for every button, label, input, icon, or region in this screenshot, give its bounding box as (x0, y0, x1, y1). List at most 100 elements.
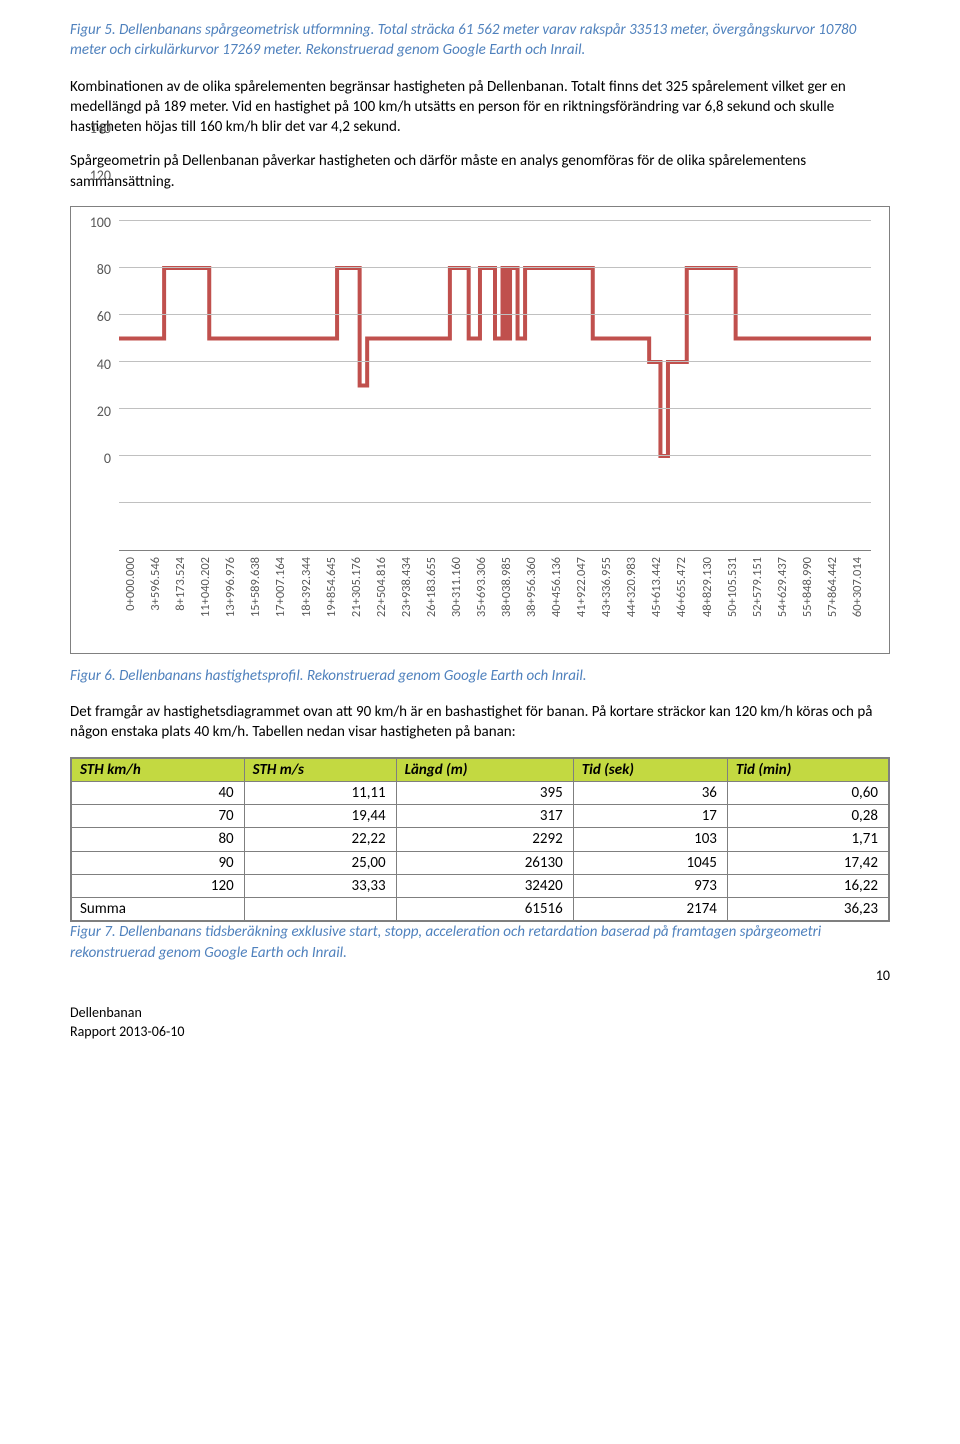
table-cell: 32420 (396, 874, 573, 897)
table-cell: 25,00 (244, 851, 396, 874)
table-cell: 70 (72, 805, 245, 828)
table-cell: 1045 (573, 851, 727, 874)
figure7-caption: Figur 7. Dellenbanans tidsberäkning exkl… (70, 922, 890, 963)
x-tick-label: 52+579.151 (750, 557, 767, 617)
x-tick-label: 19+854.645 (324, 557, 341, 617)
x-tick-label: 15+589.638 (248, 557, 265, 617)
figure6-caption: Figur 6. Dellenbanans hastighetsprofil. … (70, 666, 890, 686)
y-tick-label: 80 (97, 261, 111, 280)
x-tick-label: 50+105.531 (725, 557, 742, 617)
table-column-header: Längd (m) (396, 758, 573, 781)
y-tick-label: 0 (104, 450, 111, 469)
table-row: 8022,2222921031,71 (72, 828, 889, 851)
grid-line (119, 361, 871, 362)
y-tick-label: 120 (90, 167, 111, 186)
table-cell: 2174 (573, 898, 727, 921)
chart-x-axis: 0+000.000 3+596.546 8+173.524 11+040.202 13+… (119, 551, 871, 641)
grid-line (119, 267, 871, 268)
table-cell: 26130 (396, 851, 573, 874)
table-row: Summa61516217436,23 (72, 898, 889, 921)
y-tick-label: 60 (97, 308, 111, 327)
x-tick-label: 30+311.160 (449, 557, 466, 617)
table-cell: 19,44 (244, 805, 396, 828)
x-tick-label: 0+000.000 (123, 557, 140, 611)
table-cell: 22,22 (244, 828, 396, 851)
y-tick-label: 140 (90, 120, 111, 139)
table-cell: 317 (396, 805, 573, 828)
x-tick-label: 44+320.983 (624, 557, 641, 617)
x-tick-label: 48+829.130 (700, 557, 717, 617)
table-cell: 2292 (396, 828, 573, 851)
body-paragraph-3: Det framgår av hastighetsdiagrammet ovan… (70, 702, 890, 743)
chart-y-axis: 140120100806040200 (85, 221, 119, 551)
x-tick-label: 22+504.816 (374, 557, 391, 617)
x-tick-label: 46+655.472 (674, 557, 691, 617)
x-tick-label: 40+456.136 (549, 557, 566, 617)
table-cell: 17 (573, 805, 727, 828)
x-tick-label: 38+956.360 (524, 557, 541, 617)
table-header-row: STH km/hSTH m/sLängd (m)Tid (sek)Tid (mi… (72, 758, 889, 781)
x-tick-label: 13+996.976 (223, 557, 240, 617)
table-cell: 40 (72, 781, 245, 804)
body-paragraph-1: Kombinationen av de olika spårelementen … (70, 77, 890, 138)
table-cell (244, 898, 396, 921)
table-column-header: STH m/s (244, 758, 396, 781)
table-cell: 395 (396, 781, 573, 804)
speed-profile-chart: 140120100806040200 0+000.0003+596.5468+1… (70, 206, 890, 654)
footer-date: Rapport 2013-06-10 (70, 1023, 890, 1042)
body-paragraph-2: Spårgeometrin på Dellenbanan påverkar ha… (70, 151, 890, 192)
x-tick-label: 54+629.437 (775, 557, 792, 617)
table-row: 7019,44317170,28 (72, 805, 889, 828)
table-cell: 103 (573, 828, 727, 851)
x-tick-label: 60+307.014 (850, 557, 867, 617)
chart-plot-area (119, 221, 871, 551)
grid-line (119, 455, 871, 456)
grid-line (119, 408, 871, 409)
table-cell: 11,11 (244, 781, 396, 804)
x-tick-label: 8+173.524 (173, 557, 190, 611)
table-cell: 36 (573, 781, 727, 804)
x-tick-label: 11+040.202 (198, 557, 215, 617)
table-cell: 90 (72, 851, 245, 874)
x-tick-label: 38+038.985 (499, 557, 516, 617)
grid-line (119, 502, 871, 503)
x-tick-label: 23+938.434 (399, 557, 416, 617)
x-tick-label: 35+693.306 (474, 557, 491, 617)
x-tick-label: 3+596.546 (148, 557, 165, 611)
table-cell: 80 (72, 828, 245, 851)
table-cell: 0,28 (727, 805, 888, 828)
grid-line (119, 220, 871, 221)
table-cell: Summa (72, 898, 245, 921)
figure5-caption: Figur 5. Dellenbanans spårgeometrisk utf… (70, 20, 890, 61)
x-tick-label: 26+183.655 (424, 557, 441, 617)
x-tick-label: 17+007.164 (273, 557, 290, 617)
y-tick-label: 100 (90, 214, 111, 233)
x-tick-label: 41+922.047 (574, 557, 591, 617)
table-cell: 0,60 (727, 781, 888, 804)
table-row: 4011,11395360,60 (72, 781, 889, 804)
chart-line-svg (119, 221, 871, 550)
x-tick-label: 57+864.442 (825, 557, 842, 617)
table-cell: 16,22 (727, 874, 888, 897)
table-column-header: Tid (sek) (573, 758, 727, 781)
table-cell: 33,33 (244, 874, 396, 897)
footer-title: Dellenbanan (70, 1004, 890, 1023)
table-column-header: Tid (min) (727, 758, 888, 781)
grid-line (119, 314, 871, 315)
table-cell: 973 (573, 874, 727, 897)
x-tick-label: 43+336.955 (599, 557, 616, 617)
y-tick-label: 20 (97, 403, 111, 422)
speed-table: STH km/hSTH m/sLängd (m)Tid (sek)Tid (mi… (70, 757, 890, 923)
x-tick-label: 21+305.176 (349, 557, 366, 617)
table-cell: 120 (72, 874, 245, 897)
table-column-header: STH km/h (72, 758, 245, 781)
table-cell: 17,42 (727, 851, 888, 874)
x-tick-label: 45+613.442 (649, 557, 666, 617)
table-row: 9025,0026130104517,42 (72, 851, 889, 874)
y-tick-label: 40 (97, 356, 111, 375)
table-row: 12033,333242097316,22 (72, 874, 889, 897)
table-cell: 1,71 (727, 828, 888, 851)
table-cell: 36,23 (727, 898, 888, 921)
x-tick-label: 55+848.990 (800, 557, 817, 617)
page-number: 10 (70, 967, 890, 986)
